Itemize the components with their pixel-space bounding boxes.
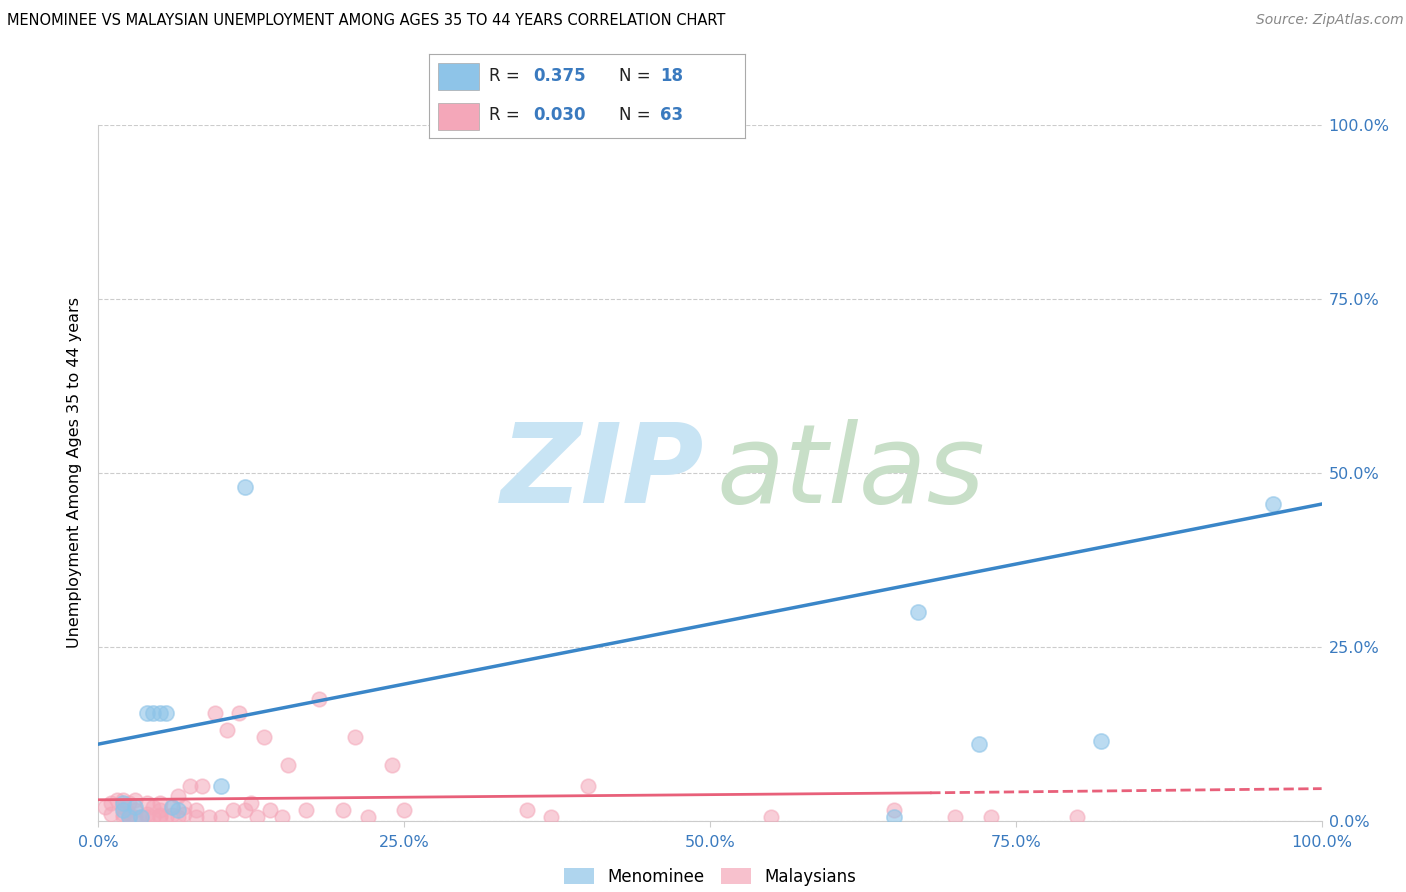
Point xyxy=(142,810,165,824)
Point xyxy=(111,803,134,817)
Point xyxy=(233,480,256,494)
Point xyxy=(155,706,177,720)
Point xyxy=(124,799,146,814)
Point xyxy=(173,799,195,814)
Point xyxy=(93,799,115,814)
Point xyxy=(179,779,201,793)
Point xyxy=(392,803,416,817)
Point xyxy=(160,799,183,814)
Point xyxy=(129,810,152,824)
FancyBboxPatch shape xyxy=(439,103,479,130)
Point xyxy=(136,706,159,720)
Point xyxy=(907,605,929,619)
Point xyxy=(111,793,134,807)
Point xyxy=(1090,733,1112,747)
Point xyxy=(215,723,238,738)
Point xyxy=(277,758,299,772)
Point xyxy=(246,810,269,824)
Point xyxy=(1261,497,1284,511)
Point xyxy=(142,706,165,720)
Point xyxy=(233,803,256,817)
Point xyxy=(344,730,367,744)
Point xyxy=(883,803,905,817)
Point xyxy=(111,796,134,810)
Point xyxy=(332,803,354,817)
Text: 0.030: 0.030 xyxy=(533,106,586,124)
Point xyxy=(943,810,966,824)
Point xyxy=(209,779,232,793)
Point xyxy=(576,779,599,793)
Point xyxy=(173,806,195,821)
Point xyxy=(105,793,128,807)
Text: R =: R = xyxy=(489,106,524,124)
Point xyxy=(761,810,783,824)
Text: 18: 18 xyxy=(659,68,683,86)
Point xyxy=(883,810,905,824)
Point xyxy=(118,810,141,824)
Point xyxy=(160,799,183,814)
Text: MENOMINEE VS MALAYSIAN UNEMPLOYMENT AMONG AGES 35 TO 44 YEARS CORRELATION CHART: MENOMINEE VS MALAYSIAN UNEMPLOYMENT AMON… xyxy=(7,13,725,29)
Point xyxy=(149,810,172,824)
Point xyxy=(381,758,404,772)
Point xyxy=(252,730,274,744)
Point xyxy=(149,808,172,822)
Point xyxy=(111,799,134,814)
Point xyxy=(204,706,226,720)
Point xyxy=(259,803,281,817)
Point xyxy=(118,796,141,810)
Point xyxy=(308,692,330,706)
Point xyxy=(111,810,134,824)
Point xyxy=(222,803,245,817)
FancyBboxPatch shape xyxy=(439,62,479,90)
Text: R =: R = xyxy=(489,68,524,86)
Point xyxy=(136,796,159,810)
Text: 0.375: 0.375 xyxy=(533,68,586,86)
Point xyxy=(142,799,165,814)
Point xyxy=(191,779,214,793)
Point xyxy=(356,810,378,824)
Point xyxy=(136,806,159,821)
Point xyxy=(228,706,250,720)
Point xyxy=(100,796,122,810)
Point xyxy=(186,803,208,817)
Point xyxy=(209,810,232,824)
Point xyxy=(124,810,146,824)
Point xyxy=(118,810,141,824)
Point xyxy=(167,810,190,824)
Point xyxy=(167,789,190,804)
Point xyxy=(197,810,219,824)
Point xyxy=(186,810,208,824)
Point xyxy=(540,810,562,824)
Point xyxy=(129,810,152,824)
Point xyxy=(149,803,172,817)
Point xyxy=(240,796,263,810)
Point xyxy=(1066,810,1088,824)
Text: atlas: atlas xyxy=(716,419,984,526)
Text: N =: N = xyxy=(619,106,655,124)
Point xyxy=(149,796,172,810)
Point xyxy=(155,810,177,824)
Point xyxy=(515,803,537,817)
Text: N =: N = xyxy=(619,68,655,86)
Y-axis label: Unemployment Among Ages 35 to 44 years: Unemployment Among Ages 35 to 44 years xyxy=(67,297,83,648)
Point xyxy=(124,793,146,807)
Legend: Menominee, Malaysians: Menominee, Malaysians xyxy=(557,861,863,892)
Point xyxy=(967,737,990,751)
Point xyxy=(295,803,318,817)
Text: 63: 63 xyxy=(659,106,683,124)
Point xyxy=(160,808,183,822)
Text: Source: ZipAtlas.com: Source: ZipAtlas.com xyxy=(1256,13,1403,28)
Point xyxy=(111,806,134,821)
Point xyxy=(167,803,190,817)
Text: ZIP: ZIP xyxy=(501,419,704,526)
Point xyxy=(270,810,294,824)
Point xyxy=(118,806,141,821)
Point xyxy=(149,706,172,720)
Point xyxy=(980,810,1002,824)
Point xyxy=(136,810,159,824)
Point xyxy=(100,806,122,821)
Point xyxy=(124,803,146,817)
